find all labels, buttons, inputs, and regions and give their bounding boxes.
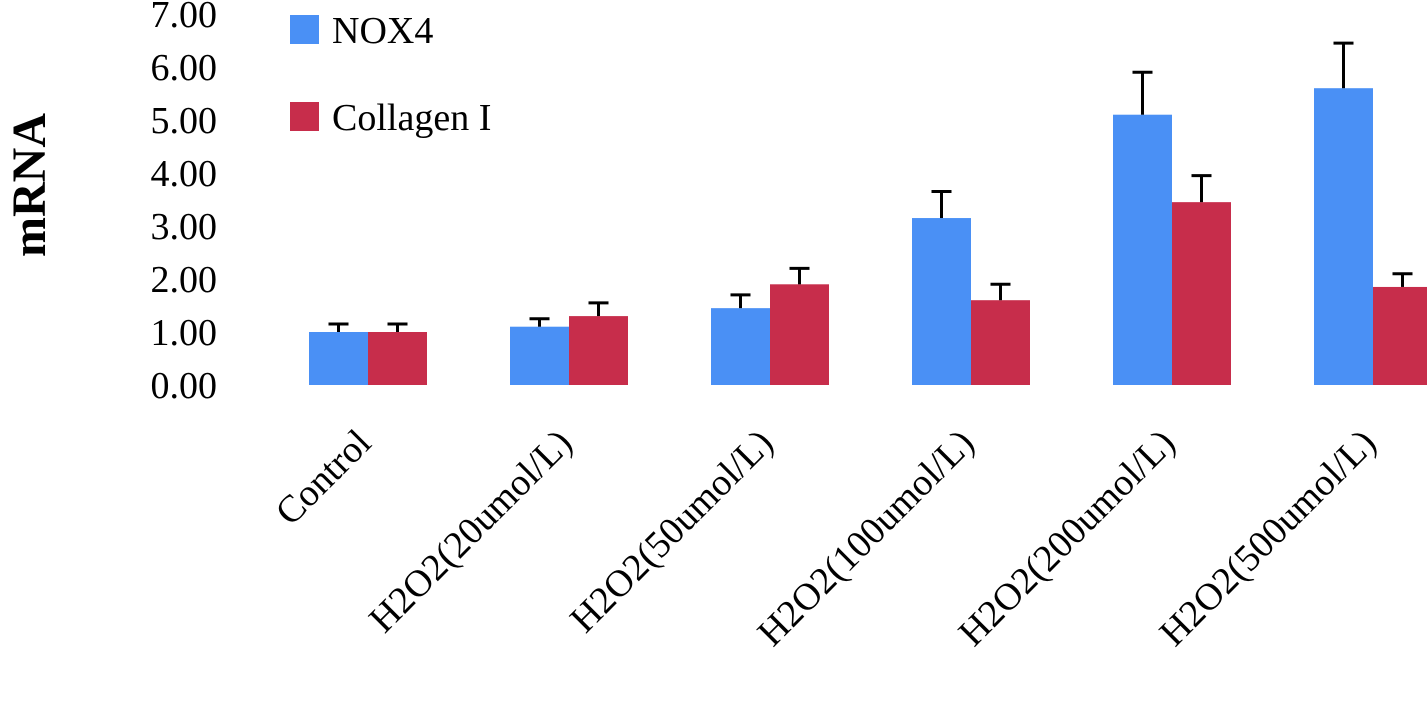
error-bar: [1132, 70, 1153, 115]
y-tick-label: 2.00: [151, 259, 218, 301]
bar-nox4: [1113, 114, 1172, 385]
bar-nox4: [912, 218, 971, 385]
error-bar: [328, 322, 349, 332]
category-label: Control: [268, 422, 380, 534]
bar-collagen-i: [1172, 202, 1231, 385]
category-label: H2O2(20umol/L): [361, 422, 580, 641]
category-label: H2O2(200umol/L): [951, 422, 1184, 655]
y-tick-label: 0.00: [151, 365, 218, 407]
bar-collagen-i: [368, 332, 427, 385]
bar-nox4: [309, 332, 368, 385]
y-tick-label: 4.00: [151, 153, 218, 195]
legend-label: NOX4: [332, 10, 433, 52]
y-tick-label: 7.00: [151, 0, 218, 36]
error-bar: [789, 266, 810, 285]
legend-label: Collagen I: [332, 97, 491, 139]
bar-collagen-i: [1373, 286, 1427, 385]
legend: NOX4 Collagen I: [290, 10, 491, 139]
y-tick-label: 3.00: [151, 206, 218, 248]
error-bar: [931, 190, 952, 219]
error-bar: [990, 282, 1011, 301]
category-label: H2O2(500umol/L): [1152, 422, 1385, 655]
legend-swatch: [290, 15, 319, 44]
error-bars-group: [328, 41, 1413, 332]
y-tick-label: 5.00: [151, 100, 218, 142]
bar-collagen-i: [770, 284, 829, 385]
error-bar: [730, 293, 751, 309]
legend-swatch: [290, 102, 319, 131]
bar-collagen-i: [971, 300, 1030, 385]
error-bar: [1333, 41, 1354, 89]
legend-item-nox4: NOX4: [290, 10, 433, 52]
y-tick-label: 6.00: [151, 47, 218, 89]
y-axis-ticks: 0.00 1.00 2.00 3.00 4.00 5.00 6.00 7.00: [151, 0, 218, 407]
error-bar: [1392, 272, 1413, 287]
error-bar: [529, 317, 550, 327]
error-bar: [1191, 174, 1212, 203]
bar-nox4: [510, 326, 569, 385]
y-tick-label: 1.00: [151, 312, 218, 354]
error-bar: [387, 322, 408, 332]
category-label: H2O2(50umol/L): [562, 422, 781, 641]
y-axis-title: mRNA: [3, 113, 56, 257]
bars-group: [309, 88, 1427, 385]
legend-item-collagen-i: Collagen I: [290, 97, 491, 139]
bar-collagen-i: [569, 316, 628, 385]
category-labels: ControlH2O2(20umol/L)H2O2(50umol/L)H2O2(…: [268, 422, 1385, 655]
category-label: H2O2(100umol/L): [750, 422, 983, 655]
bar-nox4: [1314, 88, 1373, 385]
error-bar: [588, 301, 609, 317]
bar-nox4: [711, 308, 770, 385]
